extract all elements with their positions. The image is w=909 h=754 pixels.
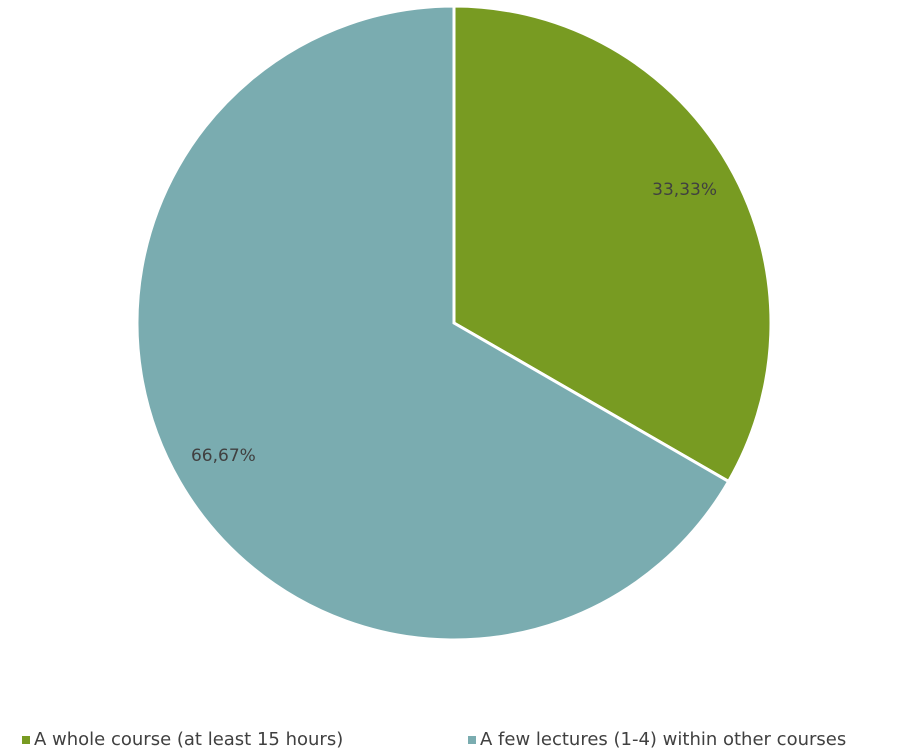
- legend-swatch: [468, 736, 476, 744]
- legend-swatch: [22, 736, 30, 744]
- legend-label: A few lectures (1-4) within other course…: [480, 729, 846, 750]
- legend-label: A whole course (at least 15 hours): [34, 729, 343, 750]
- pie-slice: [135, 4, 731, 642]
- pie-slice: [452, 4, 773, 484]
- data-label: 66,67%: [191, 446, 256, 466]
- data-label: 33,33%: [652, 180, 717, 200]
